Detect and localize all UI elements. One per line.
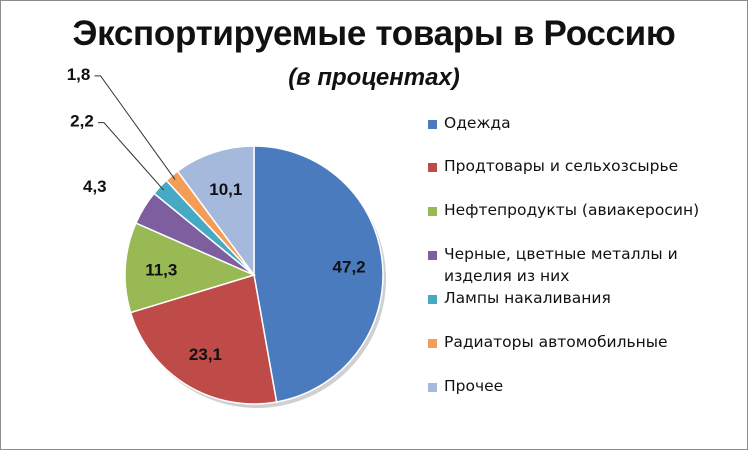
- chart-subtitle: (в процентах): [288, 64, 460, 91]
- data-label-3: 11,3: [145, 260, 177, 279]
- data-label-4: 4,3: [83, 177, 107, 196]
- data-label-5: 2,2: [70, 112, 94, 131]
- pie-slice-2: [129, 274, 278, 405]
- data-label-6: 1,8: [67, 65, 91, 84]
- legend-label: Продтовары и сельхозсырье: [444, 157, 679, 175]
- legend-label: Прочее: [444, 377, 504, 395]
- legend-swatch: [428, 295, 437, 304]
- legend-label: Черные, цветные металлы и изделия из них: [444, 245, 678, 285]
- legend-swatch: [428, 339, 437, 348]
- pie-slice-7: [176, 145, 255, 278]
- legend-label: Лампы накаливания: [444, 289, 611, 307]
- pie-slice-3: [124, 222, 257, 314]
- leader-line-6: [94, 75, 176, 180]
- legend-swatch: [428, 163, 437, 172]
- legend-swatch: [428, 251, 437, 260]
- leader-line-5: [97, 122, 165, 191]
- legend-label: Одежда: [444, 114, 511, 132]
- data-label-1: 47,2: [333, 258, 366, 277]
- data-label-7: 10,1: [209, 180, 242, 199]
- legend-label: Нефтепродукты (авиакеросин): [444, 201, 700, 219]
- legend-swatch: [428, 207, 437, 216]
- data-label-2: 23,1: [189, 345, 222, 364]
- chart-title: Экспортируемые товары в Россию: [72, 14, 676, 53]
- legend-label: Радиаторы автомобильные: [444, 333, 668, 351]
- pie-slice-1: [253, 145, 384, 403]
- legend-swatch: [428, 120, 437, 129]
- legend-swatch: [428, 383, 437, 392]
